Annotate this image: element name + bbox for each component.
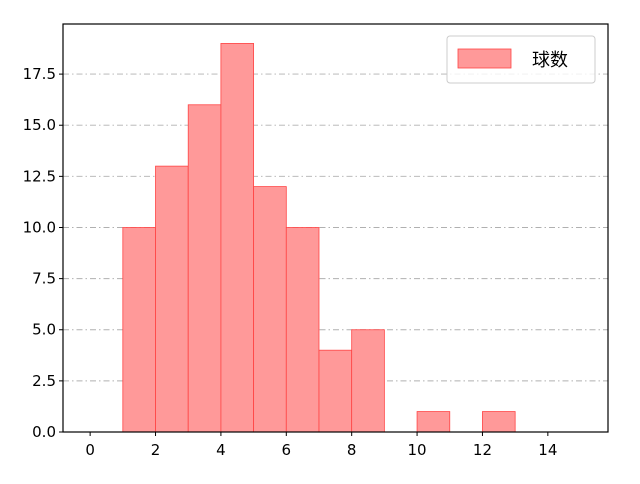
histogram-bar: [155, 165, 189, 433]
histogram-bar: [285, 227, 320, 433]
y-axis: 0.0 2.5 5.0 7.5 10.0 12.5 15.0 17.5: [23, 65, 63, 441]
histogram-bar: [482, 411, 516, 433]
x-tick-label: 12: [473, 441, 492, 459]
plot-frame: [62, 23, 609, 433]
x-tick-label: 6: [282, 441, 292, 459]
y-tick-label: 2.5: [32, 372, 56, 390]
x-tick-label: 14: [538, 441, 557, 459]
histogram-bar: [122, 227, 156, 433]
x-tick-label: 2: [151, 441, 161, 459]
legend-label: 球数: [532, 50, 568, 71]
histogram-bar: [253, 186, 287, 433]
y-tick-label: 0.0: [32, 423, 56, 441]
bars: [122, 43, 516, 433]
x-tick-label: 10: [408, 441, 427, 459]
x-axis: 0 2 4 6 8 10 12 14: [85, 432, 557, 459]
x-tick-label: 4: [216, 441, 226, 459]
y-tick-label: 5.0: [32, 321, 56, 339]
histogram-bar: [416, 411, 451, 433]
y-tick-label: 17.5: [23, 65, 56, 83]
histogram-bar: [318, 349, 353, 433]
histogram-bar: [351, 329, 385, 433]
y-tick-label: 10.0: [23, 218, 56, 236]
y-tick-label: 15.0: [23, 116, 56, 134]
x-tick-label: 0: [85, 441, 95, 459]
legend: 球数: [446, 35, 596, 84]
y-tick-label: 7.5: [32, 270, 56, 288]
histogram-bar: [187, 104, 222, 433]
legend-box: [446, 35, 596, 84]
legend-swatch: [457, 48, 512, 69]
histogram-bar: [220, 43, 255, 433]
x-tick-label: 8: [347, 441, 357, 459]
y-tick-label: 12.5: [23, 167, 56, 185]
